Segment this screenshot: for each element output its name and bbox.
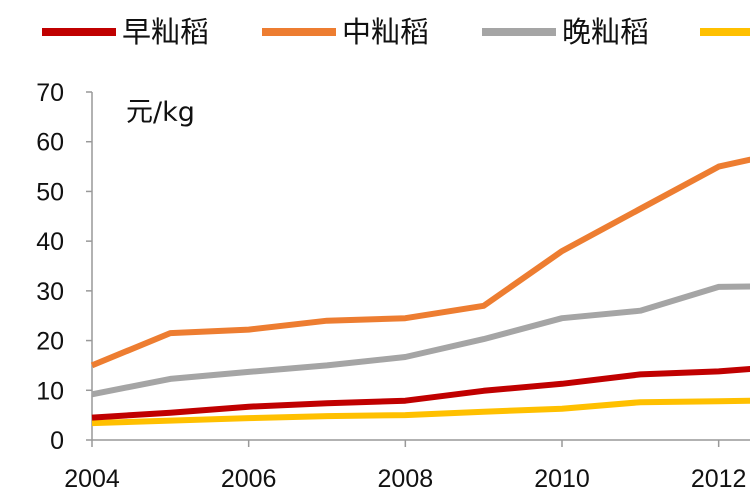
- y-tick-label: 40: [36, 228, 64, 256]
- legend-label-1: 中籼稻: [342, 15, 429, 49]
- y-tick-label: 70: [36, 79, 64, 107]
- x-axis: 2004 2006 2008 2010 2012: [64, 439, 750, 493]
- series-line-0: [91, 365, 750, 421]
- legend-label-0: 早籼稻: [122, 15, 209, 49]
- y-tick-label: 10: [36, 377, 64, 405]
- legend-label-2: 晚籼稻: [562, 15, 649, 49]
- x-tick-label: 2006: [221, 465, 277, 493]
- series-line-1: [90, 156, 750, 369]
- plot-area: [90, 156, 750, 427]
- y-tick-label: 50: [36, 178, 64, 206]
- legend: 早籼稻 中籼稻 晚籼稻: [42, 15, 750, 49]
- y-axis: 0 10 20 30 40 50 60 70: [36, 79, 93, 455]
- y-tick-label: 30: [36, 278, 64, 306]
- y-axis-unit-label: 元/kg: [126, 97, 195, 128]
- y-tick-label: 60: [36, 129, 64, 157]
- x-tick-label: 2012: [691, 465, 747, 493]
- y-tick-label: 20: [36, 328, 64, 356]
- series-line-2: [91, 283, 750, 398]
- x-tick-label: 2010: [534, 465, 590, 493]
- y-tick-label: 0: [50, 427, 64, 455]
- series-line-3: [91, 397, 750, 427]
- x-tick-label: 2004: [64, 465, 120, 493]
- x-tick-label: 2008: [378, 465, 434, 493]
